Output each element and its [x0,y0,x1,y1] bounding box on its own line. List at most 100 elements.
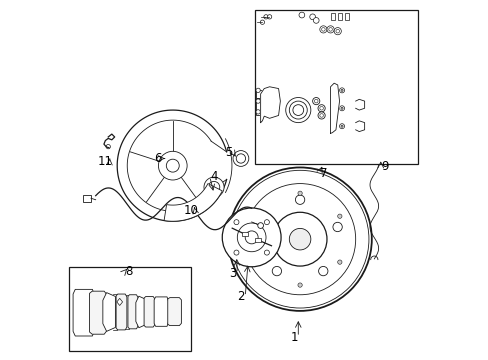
Circle shape [317,105,325,112]
Bar [69,267,190,351]
Circle shape [332,222,342,231]
Polygon shape [117,298,122,306]
Text: 6: 6 [154,152,161,165]
Bar [242,232,247,237]
Polygon shape [167,298,181,325]
Bar [83,195,91,202]
Circle shape [255,88,260,93]
Bar [255,10,418,164]
Bar [344,13,348,21]
Circle shape [106,144,110,149]
Circle shape [203,177,224,197]
Circle shape [292,105,303,116]
Text: 8: 8 [125,265,132,278]
Circle shape [81,301,86,306]
Circle shape [258,260,262,264]
Circle shape [228,167,371,311]
Circle shape [339,88,344,93]
Bar [255,238,261,242]
Circle shape [233,250,239,255]
Circle shape [318,266,327,276]
Circle shape [339,106,344,111]
Circle shape [222,208,281,267]
Circle shape [326,26,333,33]
Circle shape [260,20,264,24]
Circle shape [158,151,187,180]
Text: 3: 3 [229,267,236,280]
Text: 1: 1 [290,330,297,343]
Polygon shape [128,295,138,329]
Circle shape [255,99,260,103]
Circle shape [237,223,265,252]
Polygon shape [164,184,222,221]
Circle shape [289,228,310,250]
Text: 10: 10 [183,204,198,217]
Polygon shape [102,293,115,331]
Polygon shape [260,87,280,123]
Circle shape [328,28,332,31]
Circle shape [255,110,260,114]
Polygon shape [330,83,339,134]
Circle shape [309,14,315,20]
Circle shape [244,184,355,295]
Circle shape [166,159,179,172]
Circle shape [258,214,262,219]
Bar [330,13,334,21]
Circle shape [233,150,248,166]
Text: 11: 11 [98,155,113,168]
Circle shape [333,28,341,35]
Circle shape [208,181,219,193]
Circle shape [337,214,341,219]
Text: 9: 9 [381,160,388,173]
Circle shape [339,124,344,129]
Circle shape [257,223,263,228]
Circle shape [81,319,86,324]
Circle shape [257,222,266,231]
Text: 2: 2 [237,290,244,303]
Circle shape [272,266,281,276]
Circle shape [285,98,310,123]
Bar [256,90,261,98]
Circle shape [298,12,304,18]
Circle shape [340,125,343,127]
Circle shape [313,18,319,23]
Circle shape [264,250,269,255]
Circle shape [340,107,343,109]
Circle shape [337,260,341,264]
Circle shape [371,149,376,155]
Circle shape [264,220,269,225]
Circle shape [273,212,326,266]
Circle shape [297,191,302,195]
Circle shape [335,30,339,33]
Circle shape [236,154,245,163]
Circle shape [319,114,323,117]
Circle shape [233,220,239,225]
Circle shape [340,89,343,91]
Circle shape [159,303,163,308]
Circle shape [297,283,302,287]
Polygon shape [89,291,106,334]
Polygon shape [116,294,126,330]
Circle shape [317,112,325,119]
Circle shape [319,26,326,33]
Polygon shape [144,297,155,327]
Circle shape [319,107,323,110]
Circle shape [321,28,325,31]
Bar [256,98,261,116]
Circle shape [231,170,368,308]
Text: 7: 7 [319,167,326,180]
Polygon shape [154,297,168,326]
Text: 4: 4 [210,170,217,183]
Circle shape [312,98,319,105]
Text: 5: 5 [224,145,232,158]
Polygon shape [136,296,145,328]
Bar [337,13,341,21]
Circle shape [295,195,304,204]
Circle shape [267,15,271,19]
Circle shape [314,99,317,103]
Circle shape [264,15,267,19]
Circle shape [244,231,258,244]
Circle shape [289,101,306,119]
Circle shape [159,315,163,320]
Polygon shape [73,289,94,336]
